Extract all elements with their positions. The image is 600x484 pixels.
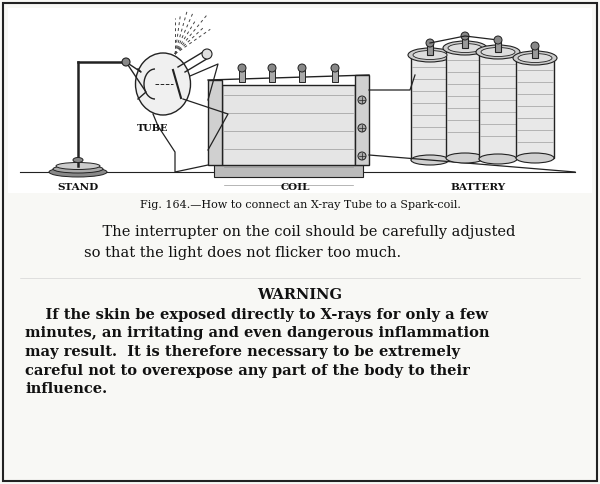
Bar xyxy=(462,36,468,48)
Circle shape xyxy=(358,96,366,104)
Ellipse shape xyxy=(513,51,557,65)
Text: TUBE: TUBE xyxy=(137,124,169,133)
Bar xyxy=(239,70,245,82)
Ellipse shape xyxy=(53,165,103,173)
Circle shape xyxy=(358,152,366,160)
Bar xyxy=(332,70,338,82)
Bar xyxy=(8,8,592,193)
Text: WARNING: WARNING xyxy=(257,288,343,302)
Ellipse shape xyxy=(476,45,520,59)
Bar xyxy=(446,48,484,158)
Circle shape xyxy=(461,32,469,40)
Circle shape xyxy=(494,36,502,44)
Bar xyxy=(355,75,369,165)
Bar xyxy=(495,40,501,52)
Ellipse shape xyxy=(411,155,449,165)
Bar xyxy=(222,85,355,165)
Ellipse shape xyxy=(518,54,552,62)
Circle shape xyxy=(331,64,339,72)
Circle shape xyxy=(122,58,130,66)
Ellipse shape xyxy=(443,41,487,55)
Bar xyxy=(427,43,433,55)
Circle shape xyxy=(268,64,276,72)
Text: Fig. 164.—How to connect an X-ray Tube to a Spark-coil.: Fig. 164.—How to connect an X-ray Tube t… xyxy=(140,200,460,210)
Ellipse shape xyxy=(516,153,554,163)
Text: minutes, an irritating and even dangerous inflammation: minutes, an irritating and even dangerou… xyxy=(25,327,490,341)
Ellipse shape xyxy=(73,157,83,163)
Text: COIL: COIL xyxy=(280,183,310,192)
Bar xyxy=(532,46,538,58)
Text: may result.  It is therefore necessary to be extremely: may result. It is therefore necessary to… xyxy=(25,345,460,359)
Ellipse shape xyxy=(448,44,482,52)
Text: If the skin be exposed directly to X-rays for only a few: If the skin be exposed directly to X-ray… xyxy=(25,308,488,322)
Circle shape xyxy=(202,49,212,59)
Text: The interrupter on the coil should be carefully adjusted
so that the light does : The interrupter on the coil should be ca… xyxy=(85,225,515,259)
Circle shape xyxy=(426,39,434,47)
Bar xyxy=(479,52,517,159)
Circle shape xyxy=(531,42,539,50)
Bar xyxy=(516,58,554,158)
Ellipse shape xyxy=(136,53,191,115)
Ellipse shape xyxy=(446,153,484,163)
Circle shape xyxy=(358,124,366,132)
Bar xyxy=(411,55,449,160)
Text: BATTERY: BATTERY xyxy=(451,183,506,192)
Text: careful not to overexpose any part of the body to their: careful not to overexpose any part of th… xyxy=(25,363,470,378)
Text: influence.: influence. xyxy=(25,382,107,396)
Ellipse shape xyxy=(56,163,100,169)
Ellipse shape xyxy=(481,47,515,57)
Bar xyxy=(269,70,275,82)
Ellipse shape xyxy=(413,50,447,60)
Circle shape xyxy=(238,64,246,72)
Text: STAND: STAND xyxy=(58,183,98,192)
Circle shape xyxy=(298,64,306,72)
Ellipse shape xyxy=(49,167,107,177)
Bar xyxy=(299,70,305,82)
Ellipse shape xyxy=(479,154,517,164)
Bar xyxy=(208,80,222,165)
Bar xyxy=(214,165,363,177)
Ellipse shape xyxy=(408,48,452,62)
